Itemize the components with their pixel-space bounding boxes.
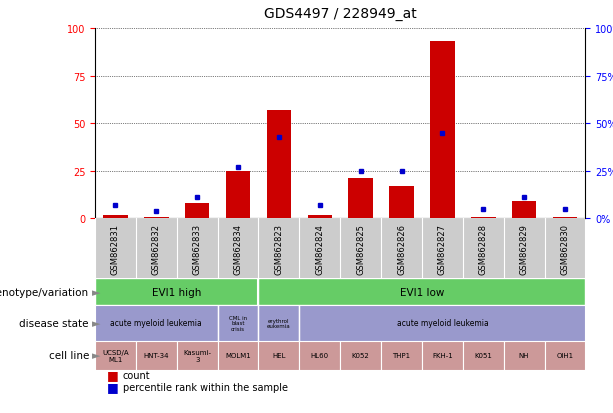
Text: ■: ■ [107,380,119,393]
Bar [381,341,422,370]
Text: GSM862834: GSM862834 [234,223,243,274]
Bar [471,217,495,219]
Text: count: count [123,370,150,380]
Text: GSM862825: GSM862825 [356,223,365,274]
Text: GSM862833: GSM862833 [192,223,202,274]
Bar [299,341,340,370]
Bar [218,306,259,341]
Text: OIH1: OIH1 [557,352,574,358]
Bar [259,306,299,341]
Text: K051: K051 [474,352,492,358]
Text: disease state: disease state [20,318,89,328]
Text: GSM862824: GSM862824 [315,223,324,274]
Bar [259,279,585,306]
Bar [544,341,585,370]
Text: genotype/variation: genotype/variation [0,287,89,297]
Text: GSM862831: GSM862831 [111,223,120,274]
Text: GSM862829: GSM862829 [520,223,528,274]
Text: GSM862828: GSM862828 [479,223,488,274]
Text: HEL: HEL [272,352,286,358]
Text: MOLM1: MOLM1 [225,352,251,358]
Text: GSM862823: GSM862823 [275,223,283,274]
FancyBboxPatch shape [95,219,585,279]
Text: FKH-1: FKH-1 [432,352,453,358]
Text: ►: ► [92,287,101,297]
Text: THP1: THP1 [392,352,411,358]
Text: NH: NH [519,352,530,358]
Bar [553,217,577,219]
Text: GSM862830: GSM862830 [560,223,569,274]
Bar [512,202,536,219]
Bar [463,341,504,370]
Bar [340,341,381,370]
Text: ■: ■ [107,368,119,382]
Text: EVI1 high: EVI1 high [152,287,202,297]
Text: erythrol
eukemia: erythrol eukemia [267,318,291,329]
Text: HL60: HL60 [311,352,329,358]
Bar [422,341,463,370]
Text: GDS4497 / 228949_at: GDS4497 / 228949_at [264,7,417,21]
Text: acute myeloid leukemia: acute myeloid leukemia [110,319,202,328]
Text: EVI1 low: EVI1 low [400,287,444,297]
Bar [259,341,299,370]
Bar [430,42,455,219]
Bar [144,218,169,219]
Bar [226,171,250,219]
Text: percentile rank within the sample: percentile rank within the sample [123,382,287,392]
Bar [185,204,210,219]
Bar [95,341,136,370]
Text: UCSD/A
ML1: UCSD/A ML1 [102,349,129,362]
Text: HNT-34: HNT-34 [143,352,169,358]
Bar [348,179,373,219]
Text: ►: ► [92,350,101,360]
Text: GSM862827: GSM862827 [438,223,447,274]
Bar [299,306,585,341]
Bar [267,111,291,219]
Bar [177,341,218,370]
Bar [504,341,544,370]
Bar [389,187,414,219]
Bar [218,341,259,370]
Text: CML in
blast
crisis: CML in blast crisis [229,315,247,332]
Text: Kasumi-
3: Kasumi- 3 [183,349,211,362]
Bar [136,341,177,370]
Bar [95,279,259,306]
Bar [103,215,128,219]
Text: acute myeloid leukemia: acute myeloid leukemia [397,319,489,328]
Bar [95,306,218,341]
Text: cell line: cell line [48,350,89,360]
Bar [308,215,332,219]
Text: GSM862826: GSM862826 [397,223,406,274]
Text: K052: K052 [352,352,370,358]
Text: ►: ► [92,318,101,328]
Text: GSM862832: GSM862832 [152,223,161,274]
